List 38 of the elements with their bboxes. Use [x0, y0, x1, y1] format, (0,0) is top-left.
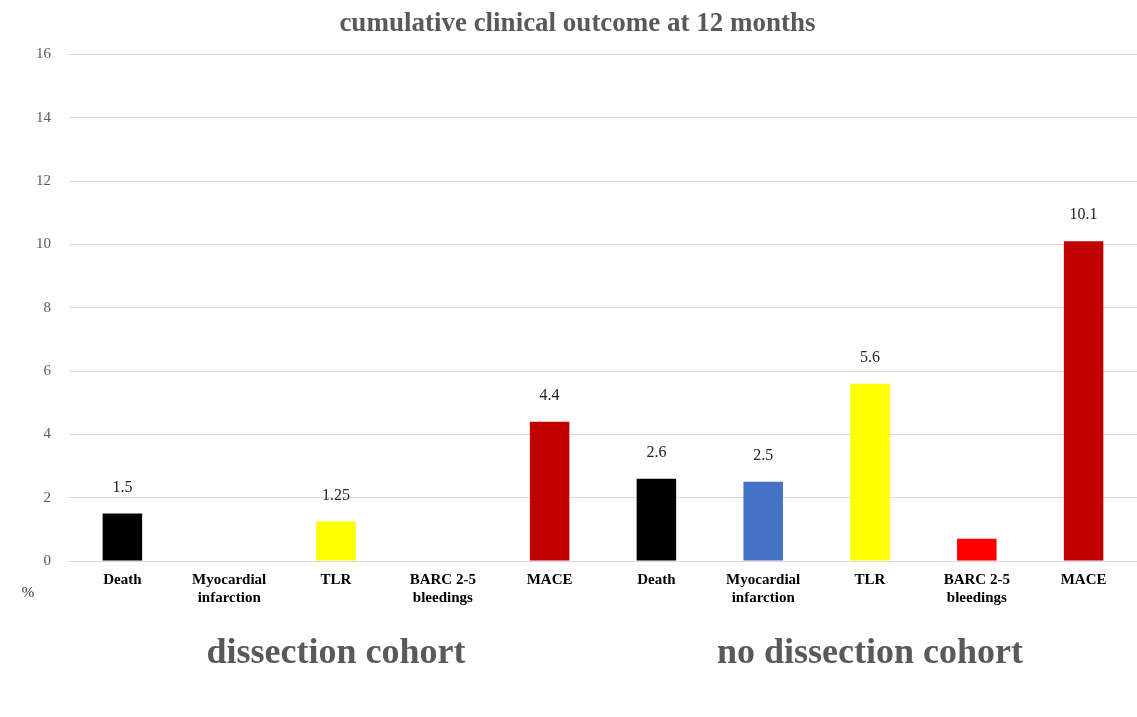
bar	[316, 521, 356, 561]
y-tick-label: 14	[36, 108, 52, 125]
x-tick-label: Myocardial infarction	[726, 570, 801, 605]
bar	[850, 383, 890, 561]
text: dissection cohort	[206, 631, 466, 672]
data-label: 2.5	[753, 446, 774, 464]
x-tick-label: MACE	[526, 570, 573, 587]
data-label: 1.5	[112, 477, 133, 495]
data-label: 2.6	[646, 442, 667, 460]
data-label: 1.25	[322, 485, 350, 503]
x-tick-label: TLR	[854, 570, 886, 587]
y-tick-label: 6	[43, 361, 52, 378]
x-tick-label: TLR	[320, 570, 352, 587]
y-tick-label: 2	[43, 488, 51, 505]
y-tick-label: 0	[43, 551, 51, 568]
y-axis-title: %	[21, 583, 35, 600]
y-tick-label: 8	[43, 298, 51, 315]
data-label: 10.1	[1069, 205, 1098, 223]
y-tick-label: 12	[36, 171, 51, 188]
chart-title: cumulative clinical outcome at 12 months	[339, 7, 816, 38]
x-tick-label: BARC 2-5 bleedings	[409, 570, 476, 605]
bar	[529, 421, 570, 561]
data-label: 5.6	[860, 347, 880, 365]
bar	[957, 538, 997, 561]
y-tick-label: 10	[36, 235, 51, 252]
x-tick-label: Death	[637, 570, 677, 587]
text: no dissection cohort	[717, 631, 1024, 672]
x-tick-label: Myocardial infarction	[192, 570, 267, 605]
x-tick-label: BARC 2-5 bleedings	[943, 570, 1010, 605]
x-tick-label: MACE	[1060, 570, 1107, 587]
bar	[636, 478, 677, 561]
bar	[102, 513, 143, 561]
bar	[1063, 241, 1104, 561]
y-tick-label: 4	[43, 425, 52, 442]
data-label: 4.4	[539, 385, 560, 403]
bar	[743, 481, 783, 561]
x-tick-label: Death	[103, 570, 143, 587]
y-tick-label: 16	[36, 45, 52, 62]
